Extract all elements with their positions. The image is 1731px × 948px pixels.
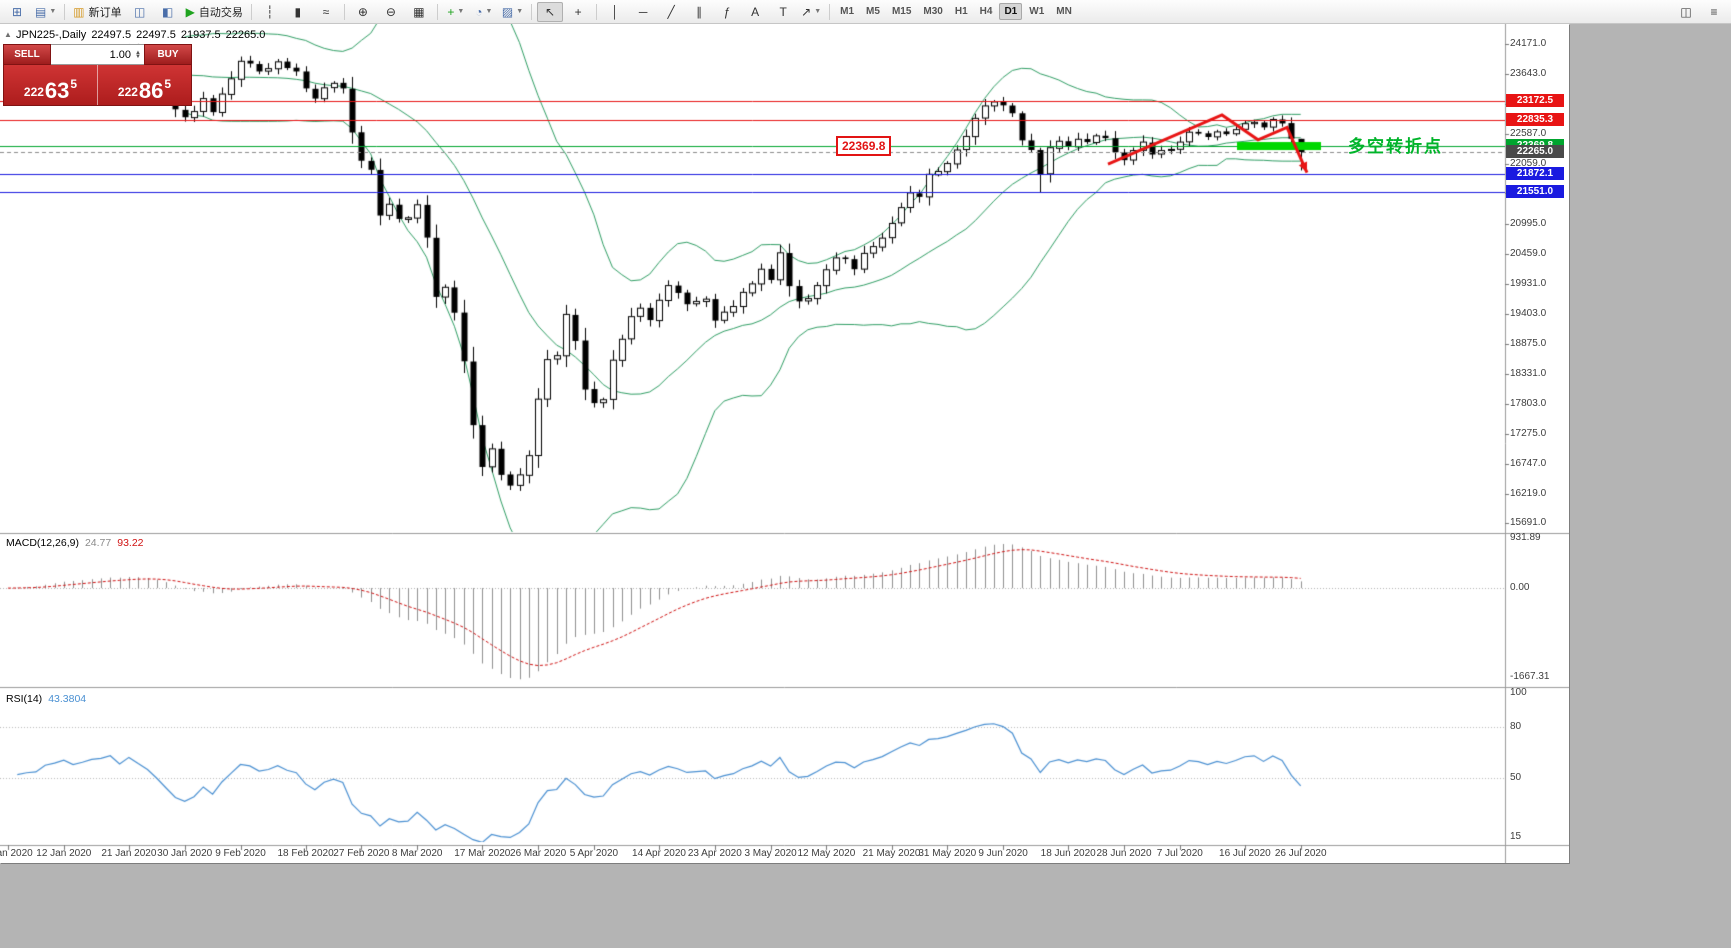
toolbar-separator: [343, 3, 345, 20]
bar-chart-icon: ┆: [266, 4, 274, 19]
new-order-button[interactable]: ▥ 新订单: [70, 2, 124, 22]
toolbar-separator: [436, 3, 438, 20]
channel-tool-button[interactable]: ∥: [686, 2, 712, 22]
indicators-button[interactable]: + ▼: [443, 2, 469, 22]
candlestick-chart-icon: ▮: [294, 4, 302, 19]
zoom-out-button[interactable]: ⊖: [378, 2, 404, 22]
timeframe-m30-button[interactable]: M30: [923, 6, 943, 17]
templates-button[interactable]: ▨ ▼: [499, 2, 526, 22]
profiles-button[interactable]: ▤ ▼: [32, 2, 59, 22]
autotrading-icon: ▶: [185, 4, 195, 19]
crosshair-icon: +: [574, 4, 582, 19]
new-chart-icon: ⊞: [11, 4, 23, 19]
chevron-down-icon: ▼: [516, 8, 524, 15]
templates-icon: ▨: [501, 4, 514, 19]
window-layout-icon: ◫: [1680, 4, 1692, 19]
vertical-line-tool-button[interactable]: │: [602, 2, 628, 22]
volume-value: 1.00: [109, 48, 132, 61]
timeframe-m5-button[interactable]: M5: [866, 6, 880, 17]
horizontal-line-tool-button[interactable]: ─: [630, 2, 656, 22]
line-chart-icon: ≈: [322, 4, 330, 19]
label-tool-button[interactable]: T: [770, 2, 796, 22]
ask-price[interactable]: 222 86 5: [97, 65, 191, 105]
timeframe-m15-button[interactable]: M15: [891, 6, 912, 17]
volume-input[interactable]: 1.00 ▲ ▼: [51, 44, 144, 65]
zoom-in-icon: ⊕: [357, 4, 368, 19]
fibonacci-tool-button[interactable]: ƒ: [714, 2, 740, 22]
toolbar-right-group: ◫ ≡: [1672, 2, 1728, 22]
timeframe-d1-button[interactable]: D1: [999, 3, 1023, 20]
toolbar-separator: [531, 3, 533, 20]
menu-button[interactable]: ≡: [1701, 2, 1727, 22]
ask-digits: 5: [164, 77, 172, 91]
chart-window: ▲ JPN225-,Daily 22497.5 22497.5 21937.5 2226…: [0, 24, 1569, 863]
timeframe-h4-button[interactable]: H4: [979, 6, 993, 17]
timeframe-m1-button[interactable]: M1: [840, 6, 855, 17]
main-toolbar: ⊞ ▤ ▼ ▥ 新订单 ◫ ◧ ▶ 自动交易 ┆ ▮ ≈ ⊕ ⊖ ▦ + ▼ ◔ ▼ ▨ ▼ ↖ + │ ─ ╱ ∥ ƒ A T ↗ ▼ M1 M…: [0, 0, 1731, 24]
autotrading-button[interactable]: ▶ 自动交易: [183, 2, 246, 22]
zoom-out-icon: ⊖: [385, 4, 396, 19]
chevron-down-icon: ▼: [485, 8, 493, 15]
text-tool-icon: A: [751, 4, 760, 19]
fibonacci-tool-icon: ƒ: [723, 4, 731, 19]
chevron-down-icon: ▼: [814, 8, 822, 15]
timeframe-h1-button[interactable]: H1: [954, 6, 968, 17]
line-chart-button[interactable]: ≈: [313, 2, 339, 22]
autotrading-label: 自动交易: [198, 6, 243, 19]
bar-chart-button[interactable]: ┆: [257, 2, 283, 22]
window-layout-button[interactable]: ◫: [1673, 2, 1699, 22]
data-window-icon: ◧: [161, 4, 174, 19]
cursor-icon: ↖: [545, 4, 556, 19]
toolbar-separator: [596, 3, 598, 20]
trendline-tool-button[interactable]: ╱: [658, 2, 684, 22]
volume-spinner[interactable]: ▲ ▼: [135, 49, 141, 60]
channel-tool-icon: ∥: [696, 4, 703, 19]
bid-digits: 222: [23, 85, 44, 99]
ask-digits: 222: [117, 85, 138, 99]
toolbar-separator: [829, 3, 831, 20]
new-order-label: 新订单: [88, 6, 122, 19]
auto-arrange-button[interactable]: ▦: [406, 2, 432, 22]
periods-menu-icon: ◔: [475, 4, 483, 19]
zoom-in-button[interactable]: ⊕: [350, 2, 376, 22]
horizontal-line-tool-icon: ─: [638, 4, 648, 19]
profiles-icon: ▤: [35, 4, 47, 19]
timeframe-w1-button[interactable]: W1: [1029, 6, 1045, 17]
label-tool-icon: T: [779, 4, 787, 19]
one-click-trading-panel: SELL 1.00 ▲ ▼ BUY 222 63 5 222 86 5: [3, 44, 192, 106]
market-watch-icon: ◫: [133, 4, 146, 19]
ask-digits: 86: [138, 78, 164, 103]
chevron-down-icon: ▼: [49, 8, 57, 15]
periods-menu-button[interactable]: ◔ ▼: [471, 2, 497, 22]
auto-arrange-icon: ▦: [413, 4, 425, 19]
market-watch-button[interactable]: ◫: [127, 2, 153, 22]
vertical-line-tool-icon: │: [611, 4, 619, 19]
indicators-icon: +: [447, 4, 455, 19]
bid-price[interactable]: 222 63 5: [4, 65, 97, 105]
menu-icon: ≡: [1710, 4, 1718, 19]
sell-button[interactable]: SELL: [3, 44, 51, 65]
chart-canvas[interactable]: [0, 24, 1569, 863]
arrows-tool-button[interactable]: ↗ ▼: [798, 2, 824, 22]
cursor-button[interactable]: ↖: [537, 1, 564, 22]
chevron-down-icon: ▼: [457, 8, 465, 15]
crosshair-button[interactable]: +: [565, 2, 591, 22]
text-tool-button[interactable]: A: [742, 2, 768, 22]
toolbar-separator: [64, 3, 66, 20]
data-window-button[interactable]: ◧: [155, 2, 181, 22]
bid-digits: 63: [44, 78, 70, 103]
timeframe-mn-button[interactable]: MN: [1056, 6, 1072, 17]
new-order-icon: ▥: [73, 4, 85, 19]
trendline-tool-icon: ╱: [667, 4, 675, 19]
new-chart-button[interactable]: ⊞: [4, 2, 30, 22]
toolbar-separator: [250, 3, 252, 20]
arrows-tool-icon: ↗: [801, 4, 812, 19]
buy-button[interactable]: BUY: [144, 44, 192, 65]
candlestick-chart-button[interactable]: ▮: [285, 2, 311, 22]
bid-digits: 5: [70, 77, 78, 91]
